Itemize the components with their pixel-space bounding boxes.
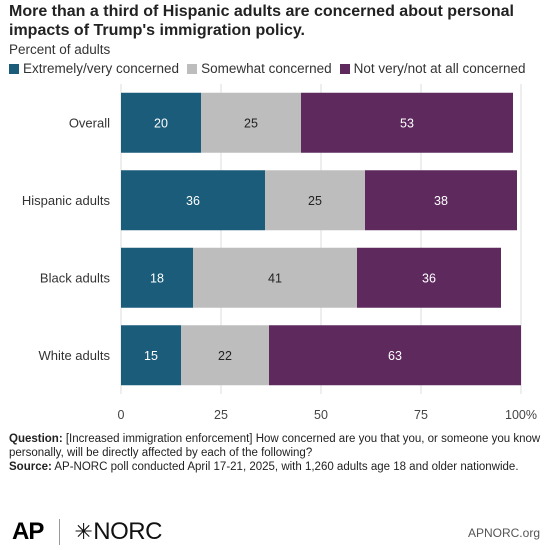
bar-segment (121, 247, 193, 308)
data-label: 38 (434, 194, 448, 208)
question-note: Question: [Increased immigration enforce… (9, 432, 541, 460)
data-label: 18 (150, 271, 164, 285)
norc-logo: ✳NORC (74, 518, 162, 546)
legend-swatch (339, 63, 350, 74)
source-label: Source: (9, 461, 52, 473)
legend-label: Extremely/very concerned (23, 61, 180, 76)
bar-segment (121, 325, 181, 386)
question-text: [Increased immigration enforcement] How … (9, 433, 541, 459)
bar-segment (301, 92, 513, 153)
legend-swatch (9, 63, 19, 74)
norc-logo-text: NORC (93, 518, 162, 545)
data-label: 41 (268, 271, 282, 285)
source-text: AP-NORC poll conducted April 17-21, 2025… (51, 461, 519, 473)
source-note: Source: AP-NORC poll conducted April 17-… (9, 460, 541, 474)
chart-notes: Question: [Increased immigration enforce… (9, 432, 541, 474)
bar-segment (121, 92, 201, 153)
x-tick-label: 50 (314, 408, 328, 422)
bar-segment (269, 325, 521, 386)
question-label: Question: (9, 433, 63, 445)
category-label: Black adults (40, 270, 111, 285)
legend-item-somewhat: Somewhat concerned (187, 61, 332, 76)
category-label: Overall (69, 115, 110, 130)
chart-subtitle: Percent of adults (9, 42, 111, 57)
ap-logo: AP (12, 518, 44, 545)
category-label: White adults (38, 348, 110, 363)
x-tick-label: 25 (214, 408, 228, 422)
footer-logos: AP ✳NORC (12, 515, 162, 549)
x-tick-label: 100% (505, 408, 537, 422)
data-label: 25 (308, 194, 322, 208)
bar-segment (181, 325, 269, 386)
x-tick-label: 0 (118, 408, 125, 422)
data-label: 25 (244, 116, 258, 130)
norc-mark-icon: ✳ (74, 519, 93, 544)
legend: Extremely/very concerned Somewhat concer… (9, 61, 549, 76)
legend-swatch (187, 63, 198, 74)
data-label: 22 (218, 349, 232, 363)
bar-segment (365, 170, 517, 231)
chart-title: More than a third of Hispanic adults are… (9, 3, 514, 39)
data-label: 63 (388, 349, 402, 363)
legend-item-extremely-very: Extremely/very concerned (9, 61, 179, 76)
legend-label: Somewhat concerned (201, 61, 332, 76)
bar-segment (121, 170, 265, 231)
legend-label: Not very/not at all concerned (353, 61, 526, 76)
data-label: 20 (154, 116, 168, 130)
bar-segment (265, 170, 365, 231)
bar-segment (357, 247, 501, 308)
data-label: 53 (400, 116, 414, 130)
data-label: 36 (186, 194, 200, 208)
data-label: 36 (422, 271, 436, 285)
x-tick-label: 75 (414, 408, 428, 422)
bar-segment (193, 247, 357, 308)
site-url: APNORC.org (467, 526, 540, 540)
bar-segment (201, 92, 301, 153)
data-label: 15 (144, 349, 158, 363)
logo-divider (59, 519, 61, 545)
legend-item-not-very: Not very/not at all concerned (339, 61, 526, 76)
stacked-bar-chart: 0 25 50 75 100% Overall 20 25 53 Hispanic adults 3… (22, 84, 537, 422)
category-label: Hispanic adults (22, 193, 111, 208)
